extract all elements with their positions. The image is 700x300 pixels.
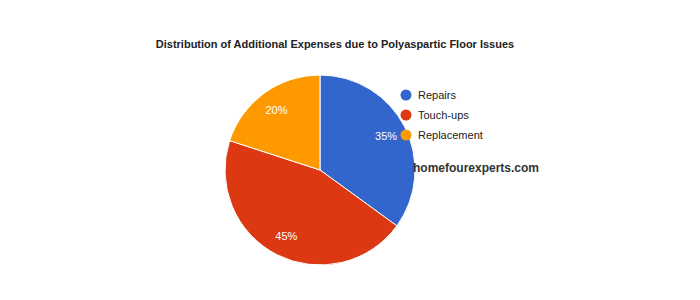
pie <box>225 75 415 265</box>
background <box>0 0 700 300</box>
chart: Distribution of Additional Expenses due … <box>0 0 700 300</box>
legend-marker <box>401 110 412 121</box>
legend-item: Replacement <box>401 129 483 141</box>
legend-marker <box>401 130 412 141</box>
legend-item: Touch-ups <box>401 109 470 121</box>
legend-label: Touch-ups <box>418 109 469 121</box>
title: Distribution of Additional Expenses due … <box>156 38 514 50</box>
legend-item: Repairs <box>401 89 457 101</box>
data-label: 35% <box>375 130 397 142</box>
data-label: 20% <box>265 104 287 116</box>
pie-slice <box>230 75 320 170</box>
data-label: 45% <box>275 230 297 242</box>
legend-label: Repairs <box>418 89 456 101</box>
watermark: homefourexperts.com <box>413 161 539 175</box>
legend: Repairs Touch-ups Replacement <box>401 89 483 141</box>
legend-label: Replacement <box>418 129 483 141</box>
data-labels: 35% 45% 20% <box>265 104 397 242</box>
legend-marker <box>401 90 412 101</box>
